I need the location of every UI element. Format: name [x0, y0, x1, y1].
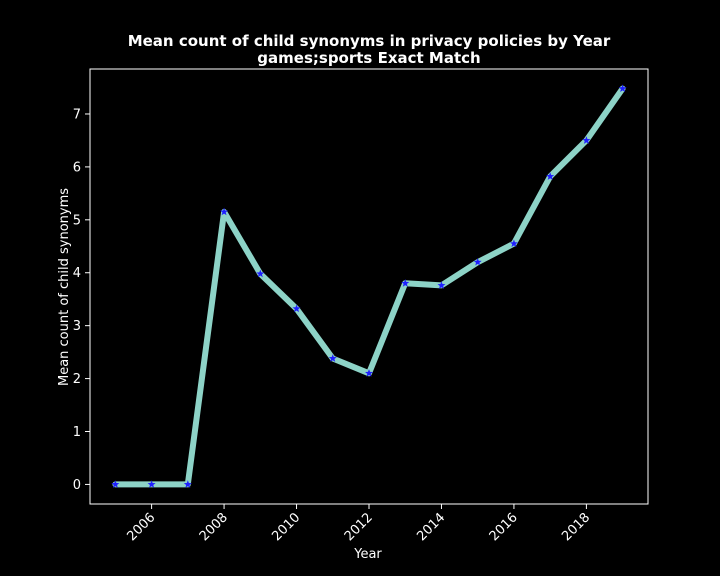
- data-point-marker: [111, 480, 120, 488]
- x-tick-label: 2016: [487, 510, 521, 544]
- series-line: [112, 85, 626, 488]
- y-tick-label: 2: [73, 372, 81, 387]
- data-points: [111, 84, 627, 488]
- data-point-marker: [473, 257, 482, 266]
- x-axis: 2006 2008 2010 2012 2014 2016 2018: [124, 504, 593, 544]
- y-axis: 0 1 2 3 4 5 6 7: [73, 107, 90, 493]
- chart-title: Mean count of child synonyms in privacy …: [128, 32, 611, 50]
- data-point-marker: [328, 354, 337, 362]
- data-point-marker: [365, 369, 373, 377]
- x-tick-label: 2010: [269, 510, 303, 544]
- data-point-marker: [183, 480, 192, 488]
- data-point-marker: [147, 480, 156, 488]
- y-tick-label: 7: [73, 107, 81, 122]
- data-point-marker: [220, 207, 229, 216]
- y-tick-label: 6: [73, 160, 81, 175]
- y-axis-label: Mean count of child synonyms: [57, 188, 72, 386]
- x-tick-label: 2008: [197, 510, 231, 544]
- y-tick-label: 5: [73, 213, 81, 228]
- plot-area-frame: [89, 68, 649, 505]
- chart-subtitle: games;sports Exact Match: [257, 49, 480, 67]
- y-tick-label: 1: [73, 425, 81, 440]
- x-tick-label: 2018: [559, 510, 593, 544]
- x-tick-label: 2012: [342, 510, 376, 544]
- x-tick-label: 2006: [124, 510, 158, 544]
- y-tick-label: 0: [73, 478, 81, 493]
- y-tick-label: 4: [73, 266, 81, 281]
- data-point-marker: [292, 304, 301, 313]
- data-point-marker: [256, 269, 265, 278]
- data-point-marker: [509, 239, 518, 248]
- data-point-marker: [582, 136, 591, 144]
- y-tick-label: 3: [73, 319, 81, 334]
- x-axis-label: Year: [353, 547, 382, 562]
- data-point-marker: [437, 281, 446, 289]
- data-point-marker: [401, 279, 410, 287]
- x-tick-label: 2014: [414, 510, 448, 544]
- data-point-marker: [618, 84, 627, 92]
- data-point-marker: [546, 172, 555, 180]
